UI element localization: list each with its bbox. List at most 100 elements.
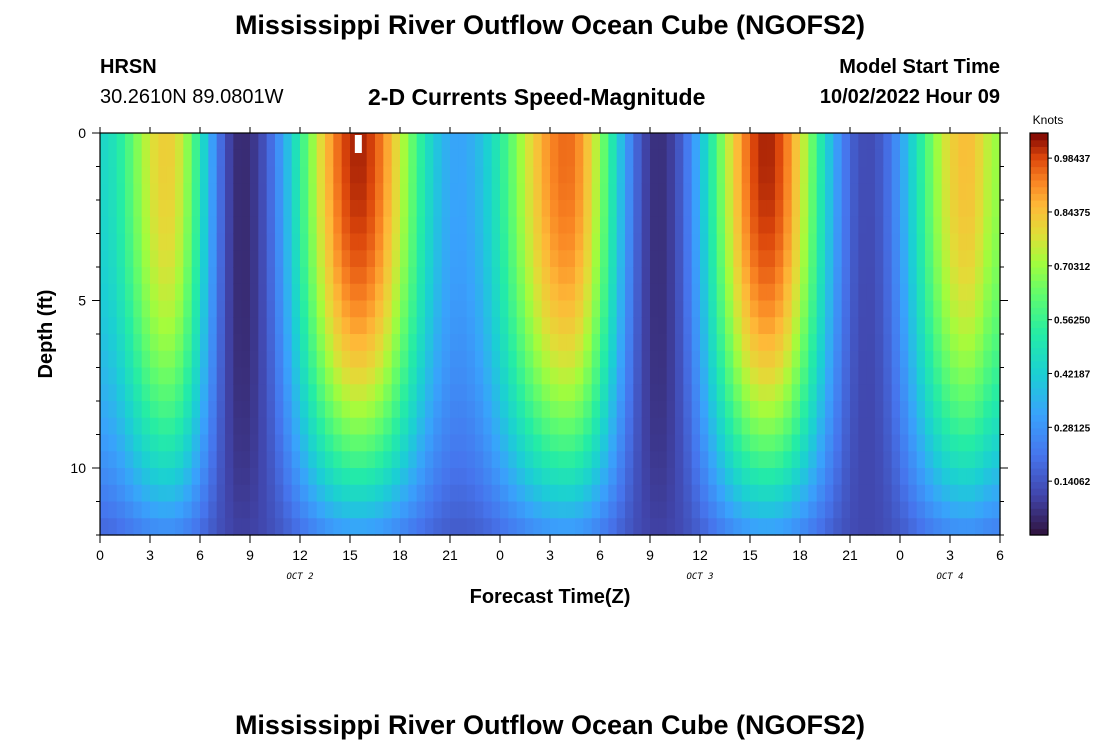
heatmap-cell [850,133,859,151]
heatmap-cell [125,250,134,268]
heatmap-cell [566,283,576,302]
heatmap-cell [925,250,934,268]
heatmap-cell [608,484,618,503]
heatmap-cell [275,300,284,318]
heatmap-cell [533,384,543,402]
heatmap-cell [516,384,526,402]
heatmap-cell [116,501,126,519]
heatmap-cell [641,484,651,503]
heatmap-cell [358,133,368,151]
heatmap-cell [600,384,609,402]
heatmap-cell [300,216,309,235]
heatmap-cell [141,183,151,201]
heatmap-cell [108,518,118,536]
heatmap-cell [275,451,284,469]
heatmap-cell [525,300,534,318]
heatmap-cell [391,166,401,184]
heatmap-cell [458,501,468,519]
heatmap-cell [916,300,926,318]
heatmap-cell [925,384,934,402]
heatmap-cell [558,401,568,419]
heatmap-cell [633,434,643,452]
heatmap-cell [250,216,259,235]
heatmap-cell [158,484,168,503]
heatmap-cell [691,501,701,519]
heatmap-cell [666,334,676,352]
heatmap-cell [183,468,193,486]
heatmap-cell [175,200,184,218]
heatmap-cell [333,183,343,201]
heatmap-cell [691,233,701,251]
heatmap-cell [683,300,693,318]
heatmap-cell [525,468,534,486]
colorbar-segment [1030,481,1048,489]
heatmap-cell [158,334,168,352]
x-tick-label: 21 [842,547,858,563]
heatmap-cell [458,350,468,369]
heatmap-cell [533,401,543,419]
heatmap-cell [666,501,676,519]
heatmap-cell [241,451,251,469]
heatmap-cell [850,149,859,168]
heatmap-cell [966,434,976,452]
heatmap-cell [950,133,959,151]
heatmap-cell [358,334,368,352]
heatmap-cell [983,367,993,385]
heatmap-cell [566,317,576,335]
heatmap-cell [766,350,776,369]
heatmap-cell [133,250,143,268]
heatmap-cell [200,300,209,318]
heatmap-cell [908,166,918,184]
heatmap-cell [491,484,501,503]
heatmap-cell [858,451,868,469]
heatmap-cell [441,166,451,184]
heatmap-cell [500,300,509,318]
heatmap-cell [583,518,593,536]
heatmap-cell [133,149,143,168]
heatmap-cell [641,501,651,519]
heatmap-cell [216,233,226,251]
heatmap-cell [591,501,601,519]
heatmap-cell [616,183,626,201]
heatmap-cell [550,300,559,318]
heatmap-cell [466,384,476,402]
heatmap-cell [791,200,801,218]
heatmap-cell [650,200,659,218]
heatmap-cell [266,334,276,352]
heatmap-cell [291,417,301,436]
heatmap-cell [700,133,709,151]
heatmap-cell [916,149,926,168]
heatmap-cell [841,317,851,335]
heatmap-cell [933,501,943,519]
heatmap-cell [616,149,626,168]
heatmap-cell [708,149,718,168]
heatmap-cell [558,166,568,184]
station-name: HRSN [100,56,157,78]
heatmap-cell [708,233,718,251]
heatmap-cell [833,434,843,452]
heatmap-cell [483,233,493,251]
heatmap-cell [866,283,876,302]
heatmap-cell [975,133,984,151]
heatmap-cell [675,250,684,268]
heatmap-cell [841,484,851,503]
heatmap-cell [866,149,876,168]
heatmap-cell [183,334,193,352]
heatmap-cell [741,317,751,335]
heatmap-cell [708,283,718,302]
heatmap-cell [800,200,809,218]
heatmap-cell [866,367,876,385]
heatmap-cell [300,468,309,486]
heatmap-cell [258,384,268,402]
heatmap-cell [933,166,943,184]
heatmap-cell [833,417,843,436]
heatmap-cell [575,149,584,168]
heatmap-cell [708,451,718,469]
heatmap-cell [108,300,118,318]
heatmap-cell [866,401,876,419]
heatmap-cell [200,200,209,218]
heatmap-cell [608,518,618,536]
heatmap-cell [433,518,443,536]
heatmap-cell [891,133,901,151]
heatmap-cell [791,434,801,452]
